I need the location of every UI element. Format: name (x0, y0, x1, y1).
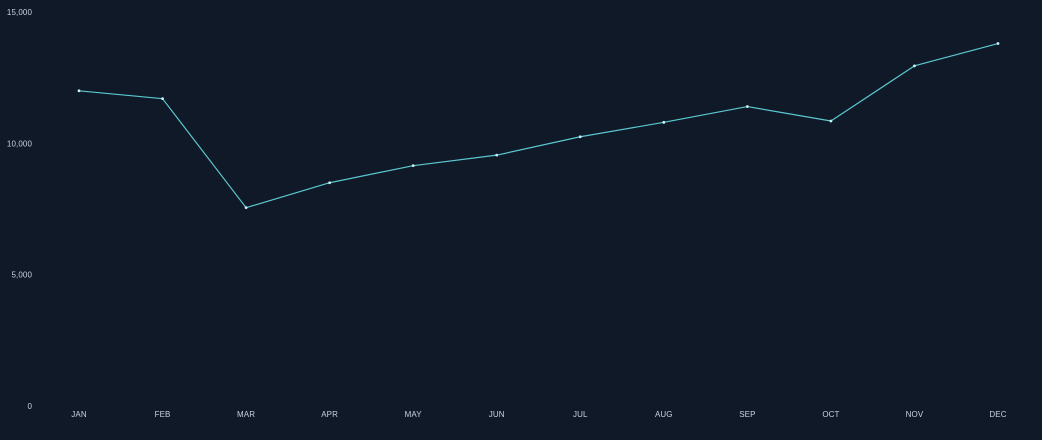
series-line-segment (78, 90, 164, 100)
series-line-segment (746, 105, 832, 122)
x-tick-label: MAY (405, 410, 423, 419)
series-line-segment (579, 121, 665, 138)
x-tick-label: OCT (822, 410, 839, 419)
data-point[interactable] (495, 153, 499, 157)
series-line-segment (830, 65, 916, 122)
x-axis-tick-labels: JAN FEB MAR APR MAY JUN JUL AUG SEP OCT NOV DEC (71, 410, 1006, 419)
y-tick-label: 10,000 (7, 139, 33, 148)
x-tick-label: APR (321, 410, 338, 419)
x-tick-label: JUN (489, 410, 505, 419)
x-tick-label: MAR (237, 410, 255, 419)
data-point[interactable] (829, 119, 833, 123)
data-point[interactable] (328, 181, 332, 185)
series-points (77, 42, 1000, 210)
data-point[interactable] (161, 97, 164, 101)
x-tick-label: SEP (739, 410, 755, 419)
x-tick-label: AUG (655, 410, 673, 419)
x-tick-label: DEC (989, 410, 1006, 419)
data-point[interactable] (244, 206, 248, 210)
data-point[interactable] (578, 135, 582, 139)
series-line-segment (245, 182, 331, 209)
series-line-segment (412, 154, 498, 167)
x-tick-label: FEB (155, 410, 171, 419)
data-point[interactable] (662, 120, 666, 124)
series-lines (78, 42, 999, 209)
x-tick-label: JUL (573, 410, 588, 419)
x-tick-label: NOV (906, 410, 924, 419)
series-line-segment (496, 136, 581, 156)
y-tick-label: 5,000 (11, 271, 32, 280)
data-point[interactable] (996, 42, 1000, 45)
y-axis-tick-labels: 0 5,000 10,000 15,000 (7, 8, 33, 411)
series-line-segment (161, 98, 247, 209)
series-line-segment (913, 42, 999, 67)
y-tick-label: 0 (27, 402, 32, 411)
data-point[interactable] (77, 89, 81, 93)
series-line-segment (329, 165, 414, 184)
x-tick-label: JAN (71, 410, 87, 419)
data-point[interactable] (411, 164, 415, 168)
y-tick-label: 15,000 (7, 8, 33, 17)
data-point[interactable] (745, 105, 749, 108)
series-line-segment (663, 105, 748, 123)
data-point[interactable] (913, 64, 916, 68)
